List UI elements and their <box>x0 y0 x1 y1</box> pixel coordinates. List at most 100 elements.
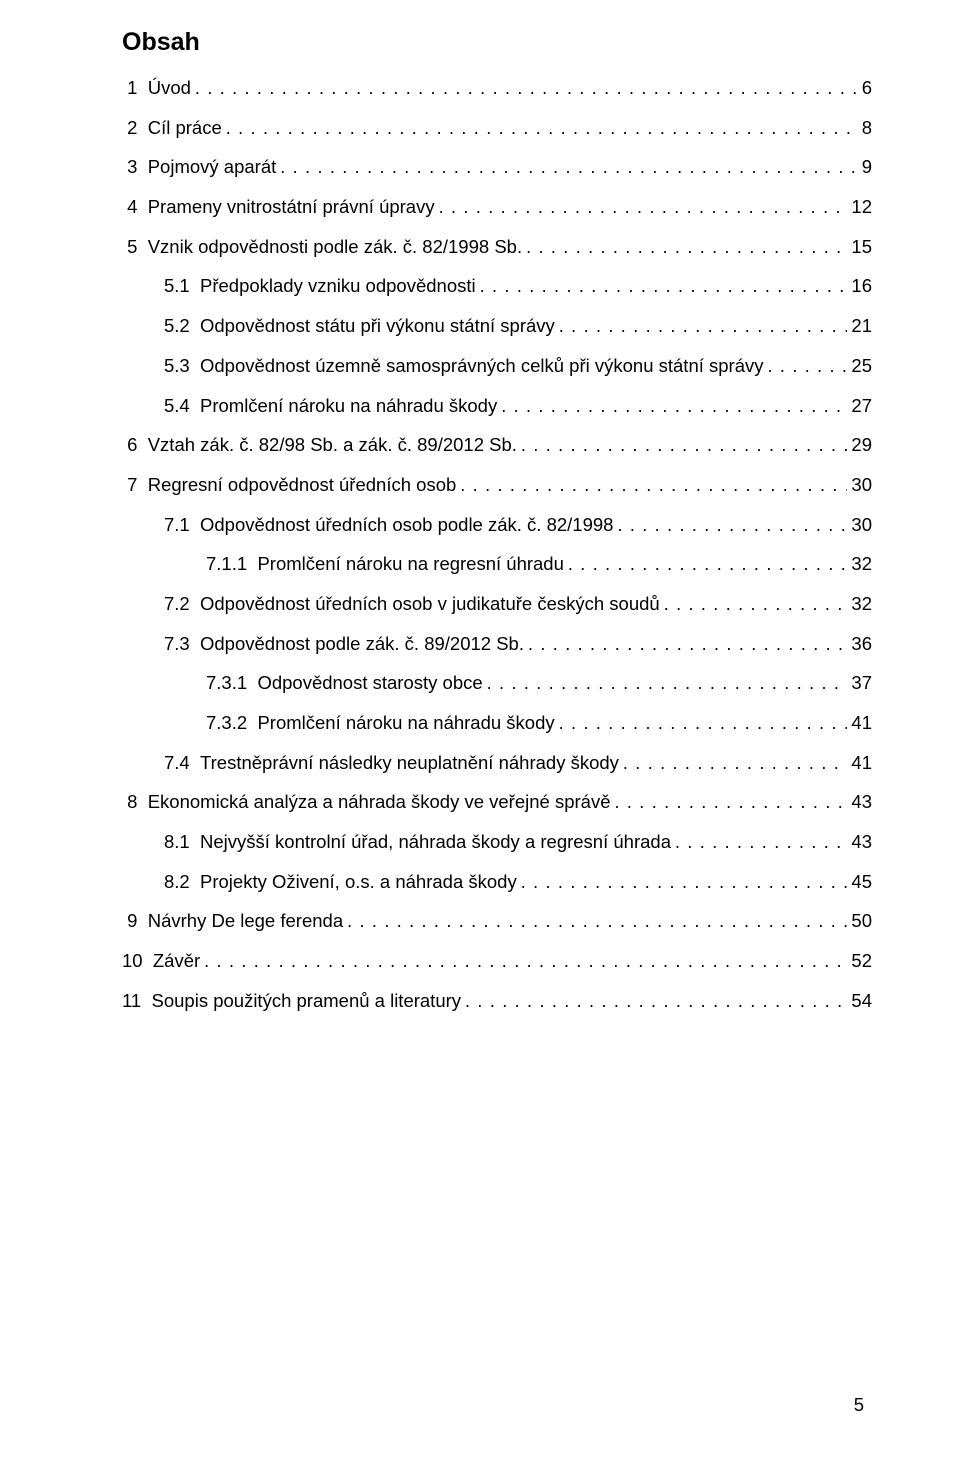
toc-entry: 7.1.1 Promlčení nároku na regresní úhrad… <box>122 551 872 577</box>
toc-entry-number: 7.4 <box>164 750 190 776</box>
toc-leader-dots: . . . . . . . . . . . . . . . . . . . . … <box>614 790 847 815</box>
toc-entry: 3 Pojmový aparát. . . . . . . . . . . . … <box>122 154 872 180</box>
toc-entry-label: Promlčení nároku na náhradu škody <box>200 393 497 419</box>
toc-entry-number: 5.2 <box>164 313 190 339</box>
toc-entry: 7.3 Odpovědnost podle zák. č. 89/2012 Sb… <box>122 631 872 657</box>
toc-entry-label: Odpovědnost starosty obce <box>257 670 482 696</box>
toc-entry-page: 32 <box>851 551 872 577</box>
toc-entry-number: 9 <box>122 908 137 934</box>
toc-entry-number: 8.2 <box>164 869 190 895</box>
toc-entry-page: 12 <box>851 194 872 220</box>
toc-entry-number: 7.3.2 <box>206 710 247 736</box>
toc-entry-page: 50 <box>851 908 872 934</box>
toc-leader-dots: . . . . . . . . . . . . . . . . . . . . … <box>195 76 858 101</box>
toc-entry-page: 54 <box>851 988 872 1014</box>
toc-entry-number: 10 <box>122 948 143 974</box>
toc-entry: 5.1 Předpoklady vzniku odpovědnosti. . .… <box>122 273 872 299</box>
toc-entry-label: Promlčení nároku na regresní úhradu <box>257 551 563 577</box>
toc-entry: 7.3.1 Odpovědnost starosty obce. . . . .… <box>122 670 872 696</box>
toc-entry-label: Návrhy De lege ferenda <box>148 908 343 934</box>
toc-entry: 8 Ekonomická analýza a náhrada škody ve … <box>122 789 872 815</box>
toc-entry-label: Odpovědnost územně samosprávných celků p… <box>200 353 764 379</box>
toc-entry-number: 5.3 <box>164 353 190 379</box>
toc-entry-label: Odpovědnost státu při výkonu státní sprá… <box>200 313 555 339</box>
toc-entry-number: 5.4 <box>164 393 190 419</box>
toc-leader-dots: . . . . . . . . . . . . . . . . . . . . … <box>226 116 858 141</box>
toc-entry-number: 2 <box>122 115 137 141</box>
toc-entry-page: 32 <box>851 591 872 617</box>
toc-entry: 7.3.2 Promlčení nároku na náhradu škody.… <box>122 710 872 736</box>
toc-entry-page: 21 <box>851 313 872 339</box>
toc-entry-label: Ekonomická analýza a náhrada škody ve ve… <box>148 789 611 815</box>
toc-entry-label: Pojmový aparát <box>148 154 277 180</box>
toc-entry-number: 5 <box>122 234 137 260</box>
toc-entry-page: 6 <box>862 75 872 101</box>
toc-entry: 4 Prameny vnitrostátní právní úpravy. . … <box>122 194 872 220</box>
toc-entry-page: 43 <box>851 829 872 855</box>
toc-entry-page: 36 <box>851 631 872 657</box>
toc-leader-dots: . . . . . . . . . . . . . . . . . . . . … <box>521 870 848 895</box>
toc-entry-page: 16 <box>851 273 872 299</box>
toc-entry-label: Vznik odpovědnosti podle zák. č. 82/1998… <box>148 234 522 260</box>
toc-entry-page: 30 <box>851 472 872 498</box>
toc-entry-label: Cíl práce <box>148 115 222 141</box>
toc-entry-number: 8.1 <box>164 829 190 855</box>
toc-entry-page: 43 <box>851 789 872 815</box>
toc-entry: 10 Závěr. . . . . . . . . . . . . . . . … <box>122 948 872 974</box>
toc-entry-number: 7.2 <box>164 591 190 617</box>
toc-leader-dots: . . . . . . . . . . . . . . . . . . . . … <box>501 394 847 419</box>
toc-entry: 1 Úvod. . . . . . . . . . . . . . . . . … <box>122 75 872 101</box>
toc-entry-number: 11 <box>122 988 141 1014</box>
toc-entry-number: 7.1 <box>164 512 190 538</box>
toc-entry-label: Závěr <box>153 948 200 974</box>
toc-leader-dots: . . . . . . . . . . . . . . . . . . . . … <box>664 592 848 617</box>
toc-entry-page: 15 <box>851 234 872 260</box>
toc-entry-label: Odpovědnost podle zák. č. 89/2012 Sb. <box>200 631 524 657</box>
toc-leader-dots: . . . . . . . . . . . . . . . . . . . . … <box>675 830 847 855</box>
toc-entry-number: 7.3.1 <box>206 670 247 696</box>
toc-entry: 5.3 Odpovědnost územně samosprávných cel… <box>122 353 872 379</box>
toc-entry-page: 9 <box>862 154 872 180</box>
toc-leader-dots: . . . . . . . . . . . . . . . . . . . . … <box>347 909 847 934</box>
toc-entry-number: 7.3 <box>164 631 190 657</box>
toc-leader-dots: . . . . . . . . . . . . . . . . . . . . … <box>460 473 847 498</box>
toc-leader-dots: . . . . . . . . . . . . . . . . . . . . … <box>480 274 848 299</box>
toc-leader-dots: . . . . . . . . . . . . . . . . . . . . … <box>465 989 847 1014</box>
toc-leader-dots: . . . . . . . . . . . . . . . . . . . . … <box>559 314 848 339</box>
toc-entry-label: Trestněprávní následky neuplatnění náhra… <box>200 750 619 776</box>
toc-entry-label: Promlčení nároku na náhradu škody <box>257 710 554 736</box>
toc-entry: 5.4 Promlčení nároku na náhradu škody. .… <box>122 393 872 419</box>
toc-entry: 7.2 Odpovědnost úředních osob v judikatu… <box>122 591 872 617</box>
toc-entry-label: Úvod <box>148 75 191 101</box>
toc-leader-dots: . . . . . . . . . . . . . . . . . . . . … <box>768 354 848 379</box>
toc-entry-label: Odpovědnost úředních osob podle zák. č. … <box>200 512 613 538</box>
toc-leader-dots: . . . . . . . . . . . . . . . . . . . . … <box>617 513 847 538</box>
toc-entry: 5.2 Odpovědnost státu při výkonu státní … <box>122 313 872 339</box>
toc-entry: 8.2 Projekty Oživení, o.s. a náhrada ško… <box>122 869 872 895</box>
toc-leader-dots: . . . . . . . . . . . . . . . . . . . . … <box>439 195 848 220</box>
page-number: 5 <box>854 1394 864 1416</box>
toc-entry-number: 1 <box>122 75 137 101</box>
toc-leader-dots: . . . . . . . . . . . . . . . . . . . . … <box>521 433 848 458</box>
toc-entry-page: 29 <box>851 432 872 458</box>
toc-entry-number: 4 <box>122 194 137 220</box>
toc-entry-number: 7 <box>122 472 137 498</box>
toc-entry-page: 8 <box>862 115 872 141</box>
toc-leader-dots: . . . . . . . . . . . . . . . . . . . . … <box>528 632 847 657</box>
toc-leader-dots: . . . . . . . . . . . . . . . . . . . . … <box>280 155 857 180</box>
toc-entry-label: Nejvyšší kontrolní úřad, náhrada škody a… <box>200 829 671 855</box>
toc-leader-dots: . . . . . . . . . . . . . . . . . . . . … <box>526 235 847 260</box>
toc-leader-dots: . . . . . . . . . . . . . . . . . . . . … <box>568 552 848 577</box>
toc-entry-label: Regresní odpovědnost úředních osob <box>148 472 457 498</box>
toc-entry: 6 Vztah zák. č. 82/98 Sb. a zák. č. 89/2… <box>122 432 872 458</box>
toc-entry: 5 Vznik odpovědnosti podle zák. č. 82/19… <box>122 234 872 260</box>
toc-entry: 7.4 Trestněprávní následky neuplatnění n… <box>122 750 872 776</box>
toc-entry-label: Odpovědnost úředních osob v judikatuře č… <box>200 591 660 617</box>
toc-entry-page: 45 <box>851 869 872 895</box>
toc-title: Obsah <box>122 28 872 57</box>
toc-entry-page: 37 <box>851 670 872 696</box>
toc-entry-page: 41 <box>851 750 872 776</box>
toc-entry-page: 52 <box>851 948 872 974</box>
toc-entry-number: 7.1.1 <box>206 551 247 577</box>
toc-entry-number: 5.1 <box>164 273 190 299</box>
